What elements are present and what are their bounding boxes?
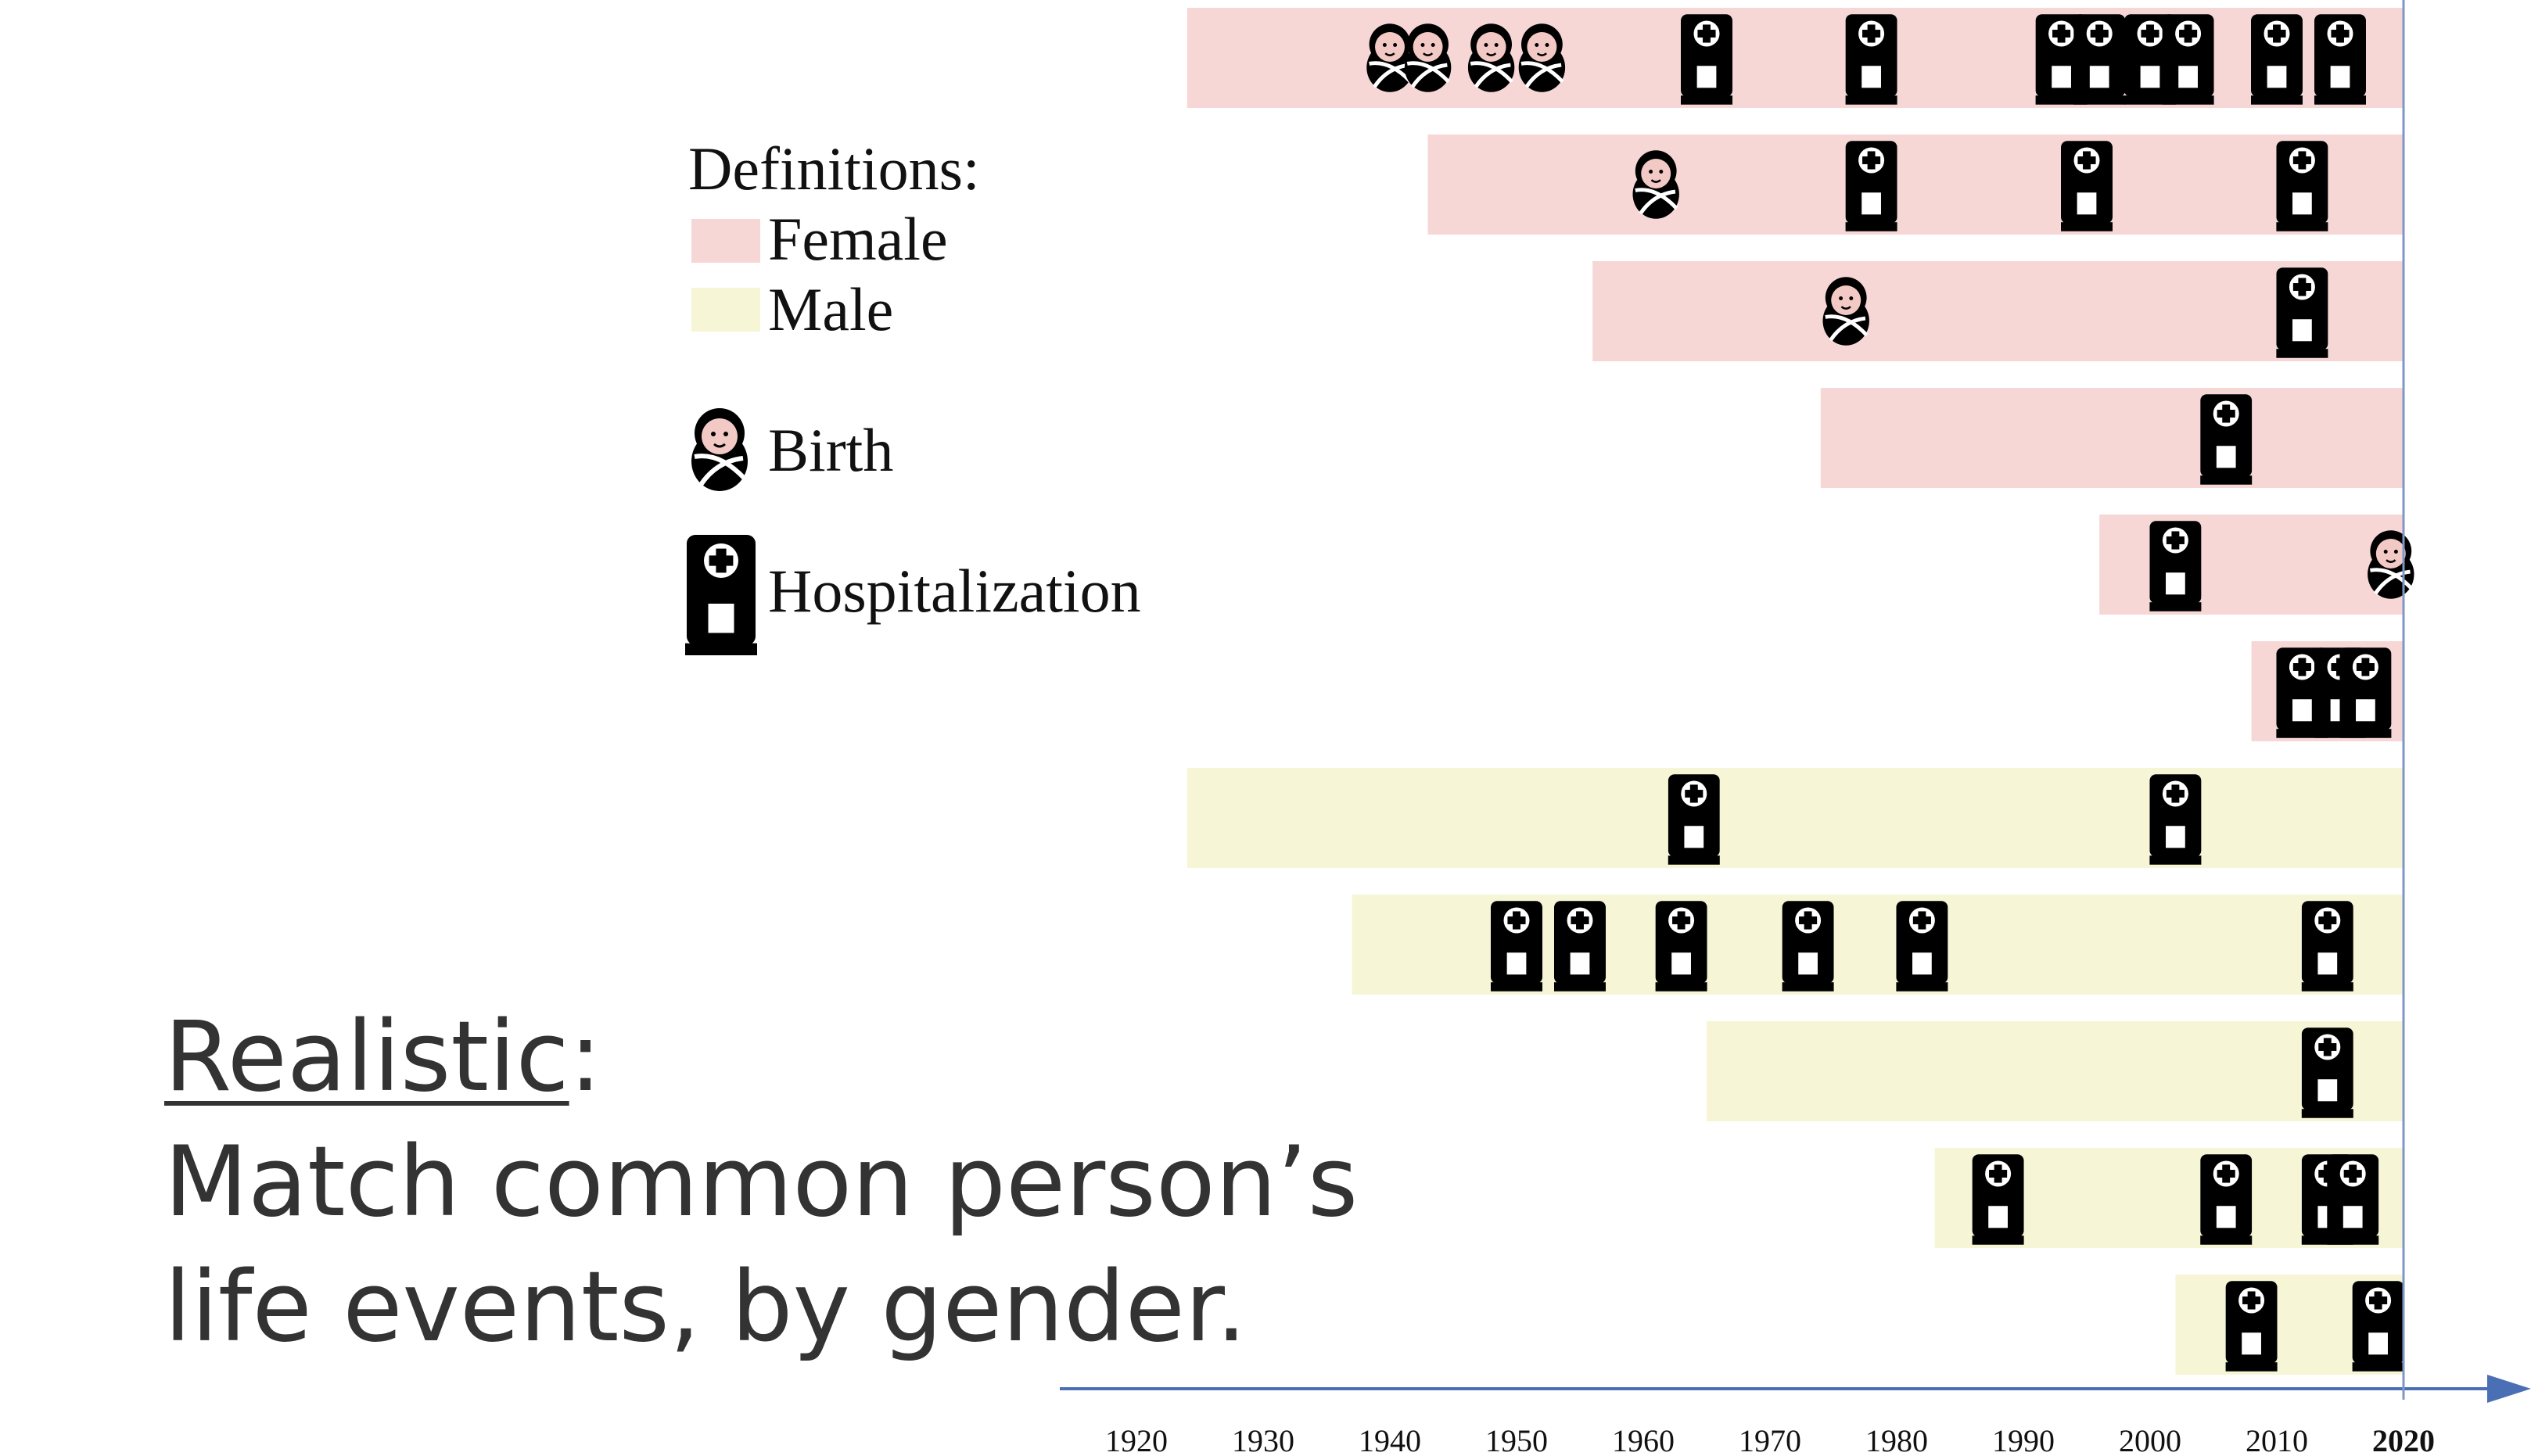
legend-hospitalization-label: Hospitalization [768,557,1141,625]
legend-male-swatch [691,288,760,332]
hospitalization-icon [2149,774,2202,865]
hospitalization-icon [2200,394,2253,485]
hospitalization-icon [2073,14,2126,105]
hospitalization-icon [2327,1154,2379,1245]
x-axis: 1920 1930 1940 1950 1960 1970 1980 1990 2000 2010… [1060,0,2531,1456]
birth-icon [1405,23,1451,91]
person-bar-female [2099,515,2404,615]
birth-icon [1366,23,1413,91]
person-bar-female [1820,388,2404,488]
hospitalization-icon [1972,1154,2024,1245]
legend: Definitions: Female Male Birth Hospitali… [685,134,1141,655]
hospitalization-icon [2339,647,2392,738]
hospitalization-icon [2162,14,2214,105]
person-bar-male [1187,768,2404,868]
x-tick-label: 1930 [1232,1423,1294,1456]
hospitalization-icon [2314,14,2366,105]
hospitalization-icon [2276,267,2328,358]
x-tick-label: 1920 [1105,1423,1168,1456]
legend-birth-icon [691,408,748,491]
legend-female-swatch [691,219,760,263]
birth-icon [1823,277,1869,345]
hospitalization-icon [2251,14,2303,105]
hospitalization-icon [2352,1281,2404,1372]
hospitalization-icon [2276,141,2328,231]
hospitalization-icon [1845,14,1897,105]
birth-icon [1633,150,1679,218]
hospitalization-icon [2200,1154,2253,1245]
hospitalization-icon [1845,141,1897,231]
x-tick-label: 2010 [2246,1423,2308,1456]
legend-hospitalization-icon [685,535,757,655]
hospitalization-icon [1655,901,1707,992]
caption-title-word: Realistic [164,1001,569,1114]
hospitalization-icon [2301,901,2353,992]
legend-male-label: Male [768,275,893,343]
legend-title: Definitions: [688,134,980,203]
hospitalization-icon [2149,521,2202,611]
x-tick-label: 1960 [1612,1423,1675,1456]
birth-icon [1519,23,1565,91]
x-tick-label: 1950 [1485,1423,1548,1456]
person-bar-male [1707,1021,2404,1121]
legend-female-label: Female [768,205,948,273]
caption-title: Realistic: [164,1001,601,1114]
birth-icon [1468,23,1514,91]
hospitalization-icon [2225,1281,2278,1372]
x-tick-label: 1990 [1992,1423,2055,1456]
person-bar-female [1592,261,2404,361]
x-tick-label: 1970 [1739,1423,1801,1456]
hospitalization-icon [2061,141,2113,231]
hospitalization-icon [1681,14,1732,105]
hospitalization-icon [1782,901,1834,992]
birth-icon [2368,530,2414,598]
caption-line-2: life events, by gender. [164,1251,1247,1364]
x-tick-label: 2020 [2372,1423,2435,1456]
x-tick-label: 1940 [1359,1423,1421,1456]
person-bar-female [1427,134,2404,235]
x-tick-label: 2000 [2119,1423,2181,1456]
caption-line-1: Match common person’s [164,1126,1359,1239]
hospitalization-icon [1668,774,1720,865]
caption-title-colon: : [569,1001,602,1114]
x-tick-label: 1980 [1865,1423,1928,1456]
hospitalization-icon [1491,901,1542,992]
axis-arrow-icon [2487,1375,2531,1403]
hospitalization-icon [1896,901,1948,992]
legend-birth-label: Birth [768,416,893,484]
hospitalization-icon [1554,901,1606,992]
hospitalization-icon [2301,1027,2353,1118]
